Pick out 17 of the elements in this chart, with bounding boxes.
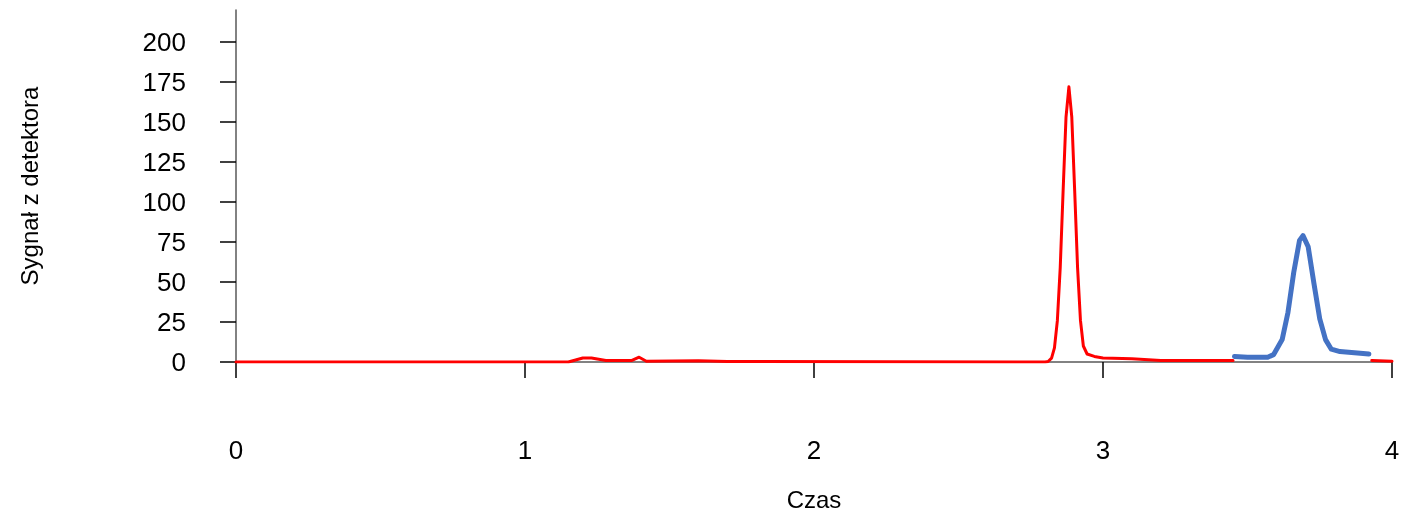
line-series [234, 85, 1235, 364]
y-tick-label: 75 [157, 227, 186, 257]
x-tick-label: 3 [1095, 435, 1111, 465]
y-tick-label: 50 [157, 267, 186, 297]
y-tick-label: 200 [142, 27, 186, 57]
y-tick-label: 25 [157, 307, 186, 337]
y-tick-label: 0 [171, 347, 186, 377]
y-tick-label: 125 [142, 147, 186, 177]
x-tick-label: 4 [1384, 435, 1400, 465]
y-tick-label: 175 [142, 67, 186, 97]
y-tick-label: 100 [142, 187, 186, 217]
x-tick-label: 2 [806, 435, 822, 465]
y-axis-title: Sygnał z detektora [15, 85, 43, 286]
y-tick-label: 150 [142, 107, 186, 137]
x-axis-title: Czas [786, 485, 842, 513]
x-tick-label: 1 [517, 435, 533, 465]
x-tick-label: 0 [228, 435, 244, 465]
